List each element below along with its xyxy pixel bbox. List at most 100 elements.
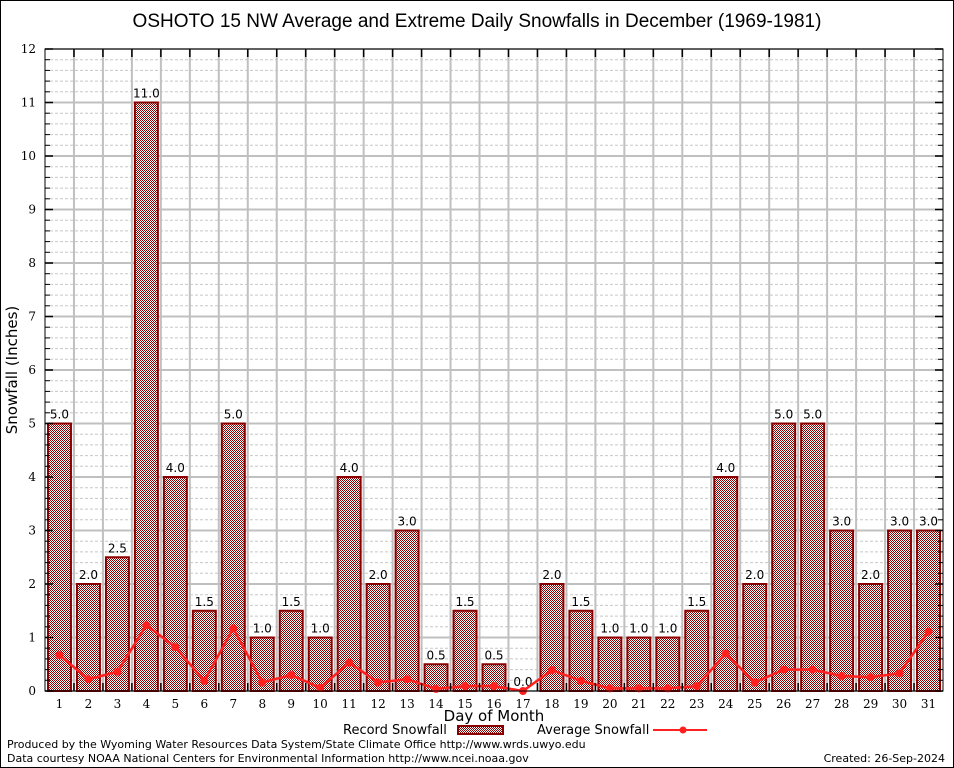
x-tick-label: 5: [172, 697, 180, 711]
data-label-day-22: 1.0: [658, 622, 677, 636]
x-tick-label: 24: [718, 697, 734, 711]
legend-record-swatch: [457, 725, 504, 735]
average-point-day-14: [432, 684, 441, 693]
x-tick-label: 7: [229, 697, 237, 711]
legend-record-label: Record Snowfall: [343, 723, 447, 738]
chart-title: OSHOTO 15 NW Average and Extreme Daily S…: [133, 11, 822, 32]
data-label-day-6: 1.5: [195, 595, 214, 609]
bar-day-7: [220, 422, 246, 692]
average-point-day-22: [663, 684, 672, 693]
bar-day-21: [626, 636, 652, 692]
average-point-day-9: [287, 670, 296, 679]
data-label-day-28: 3.0: [832, 515, 851, 529]
bar-day-20: [597, 636, 623, 692]
data-label-day-10: 1.0: [311, 622, 330, 636]
average-point-day-25: [750, 678, 759, 687]
data-label-day-19: 1.5: [571, 595, 590, 609]
y-tick-label: 2: [28, 577, 36, 591]
average-point-day-12: [374, 678, 383, 687]
average-point-day-13: [403, 675, 412, 684]
x-tick-label: 12: [370, 697, 385, 711]
footer-produced-by: Produced by the Wyoming Water Resources …: [7, 738, 586, 751]
data-label-day-8: 1.0: [253, 622, 272, 636]
data-label-day-11: 4.0: [340, 461, 359, 475]
average-point-day-7: [229, 624, 238, 633]
y-tick-label: 12: [21, 42, 36, 56]
x-tick-label: 20: [602, 697, 617, 711]
data-label-day-14: 0.5: [427, 648, 446, 662]
x-tick-label: 4: [143, 697, 151, 711]
x-tick-label: 6: [201, 697, 209, 711]
y-tick-label: 7: [28, 310, 36, 324]
average-point-day-4: [142, 621, 151, 630]
data-label-day-26: 5.0: [774, 408, 793, 422]
x-tick-label: 25: [747, 697, 762, 711]
data-label-day-25: 2.0: [745, 568, 764, 582]
average-point-day-8: [258, 678, 267, 687]
average-point-day-6: [200, 676, 209, 685]
y-tick-label: 11: [21, 96, 36, 110]
y-tick-label: 8: [28, 256, 36, 270]
data-label-day-7: 5.0: [224, 408, 243, 422]
data-label-day-29: 2.0: [861, 568, 880, 582]
x-tick-label: 19: [573, 697, 588, 711]
average-point-day-23: [692, 682, 701, 691]
y-axis-label: Snowfall (Inches): [3, 306, 21, 434]
average-point-day-11: [345, 658, 354, 667]
average-point-day-26: [779, 665, 788, 674]
data-label-day-23: 1.5: [687, 595, 706, 609]
footer-created-date: Created: 26-Sep-2024: [824, 752, 945, 765]
data-label-day-21: 1.0: [629, 622, 648, 636]
average-point-day-18: [547, 666, 556, 675]
average-point-day-16: [490, 682, 498, 691]
average-point-day-19: [576, 676, 585, 685]
x-tick-label: 16: [486, 697, 501, 711]
bar-day-12: [365, 583, 391, 692]
legend: Record Snowfall Average Snowfall: [343, 723, 707, 738]
x-tick-label: 26: [776, 697, 791, 711]
data-label-day-17: 0.0: [513, 675, 532, 689]
average-point-day-1: [55, 651, 64, 660]
x-tick-label: 27: [805, 697, 820, 711]
average-point-day-15: [461, 682, 470, 691]
legend-average-marker: [679, 726, 687, 734]
average-point-day-28: [837, 672, 846, 681]
bar-day-4: [133, 101, 159, 692]
average-point-day-30: [895, 669, 904, 678]
y-tick-label: 9: [28, 203, 36, 217]
data-label-day-13: 3.0: [398, 515, 417, 529]
x-tick-label: 15: [457, 697, 472, 711]
average-point-day-24: [721, 649, 730, 658]
x-tick-label: 11: [342, 697, 357, 711]
average-point-day-29: [866, 673, 875, 682]
data-label-day-31: 3.0: [919, 515, 938, 529]
average-point-day-27: [808, 665, 817, 674]
data-label-day-20: 1.0: [600, 622, 619, 636]
x-tick-label: 1: [56, 697, 64, 711]
x-axis-label: Day of Month: [444, 707, 545, 725]
y-tick-label: 4: [28, 470, 36, 484]
x-tick-label: 8: [258, 697, 266, 711]
data-label-day-30: 3.0: [890, 515, 909, 529]
x-tick-label: 3: [114, 697, 122, 711]
bar-day-13: [394, 529, 420, 692]
data-label-day-3: 2.5: [108, 541, 127, 555]
bar-day-5: [162, 476, 188, 692]
bar-day-26: [771, 422, 797, 692]
data-label-day-24: 4.0: [716, 461, 735, 475]
y-tick-label: 1: [28, 631, 36, 645]
data-label-day-18: 2.0: [542, 568, 561, 582]
bar-day-2: [75, 583, 101, 692]
x-tick-label: 10: [313, 697, 328, 711]
legend-average-label: Average Snowfall: [537, 723, 649, 738]
footer-data-courtesy: Data courtesy NOAA National Centers for …: [7, 752, 529, 765]
average-point-day-5: [171, 643, 180, 652]
x-tick-label: 30: [892, 697, 907, 711]
bar-day-28: [829, 529, 855, 692]
data-label-day-4: 11.0: [133, 87, 160, 101]
data-label-day-5: 4.0: [166, 461, 185, 475]
y-tick-label: 5: [28, 417, 36, 431]
x-tick-label: 14: [428, 697, 444, 711]
